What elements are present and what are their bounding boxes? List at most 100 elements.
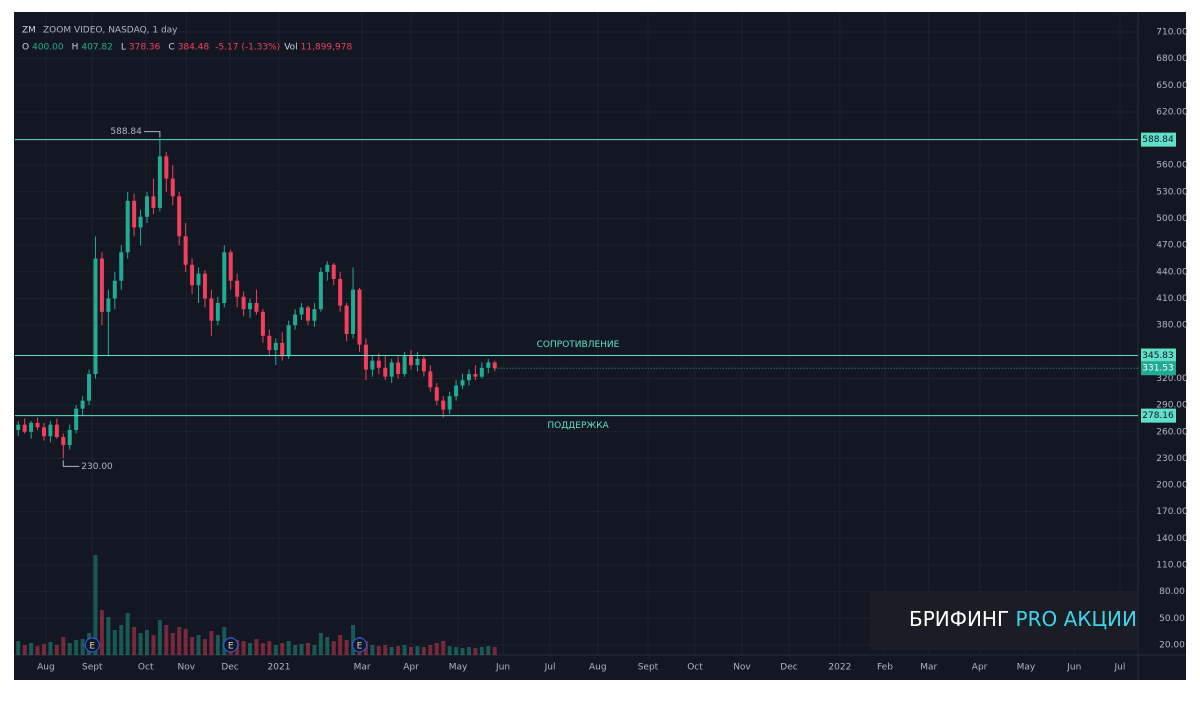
candle-body	[312, 309, 317, 321]
volume-bar	[479, 647, 484, 655]
candle-body	[99, 258, 104, 312]
x-tick-label: Oct	[687, 663, 703, 673]
volume-bar	[299, 644, 304, 655]
volume-bar	[209, 631, 214, 655]
x-tick-label: Jun	[1066, 663, 1081, 673]
candle-body	[396, 362, 401, 375]
candle-body	[145, 196, 150, 217]
y-tick-label: 620.00	[1156, 107, 1188, 117]
candle-body	[325, 264, 330, 272]
candle-body	[473, 374, 478, 377]
volume-bar	[428, 645, 433, 655]
volume-bar	[447, 646, 452, 655]
volume-bar	[325, 637, 330, 655]
candle-body	[466, 374, 471, 381]
candle-body	[132, 200, 137, 228]
candle-body	[106, 298, 111, 312]
candle-body	[331, 264, 336, 279]
candle-body	[434, 387, 439, 401]
candle-body	[183, 236, 188, 265]
earnings-label: E	[89, 642, 95, 652]
volume-bar	[132, 627, 137, 655]
x-tick-label: Mar	[920, 663, 937, 673]
volume-bar	[80, 639, 85, 655]
volume-bar	[67, 643, 72, 655]
candle-body	[112, 280, 117, 299]
volume-bar	[293, 645, 298, 655]
candle-body	[241, 296, 246, 310]
volume-bar	[157, 620, 162, 655]
volume-bar	[370, 645, 375, 655]
level-price-box	[1141, 348, 1176, 363]
x-tick-label: May	[449, 663, 468, 673]
candle-body	[22, 424, 27, 432]
candle-body	[402, 356, 407, 375]
level-price-label: 345.83	[1142, 351, 1174, 361]
x-tick-label: Apr	[972, 663, 988, 673]
volume-bar	[125, 613, 130, 655]
candle-body	[260, 311, 265, 336]
volume-bar	[248, 643, 253, 655]
y-tick-label: 470.00	[1156, 241, 1188, 251]
volume-bar	[48, 642, 53, 655]
y-tick-label: 320.00	[1156, 374, 1188, 384]
volume-bar	[396, 646, 401, 655]
volume-bar	[409, 647, 414, 655]
low-label: 230.00	[81, 462, 113, 472]
candle-body	[486, 362, 491, 368]
volume-bar	[486, 646, 491, 655]
volume-bar	[402, 645, 407, 655]
volume-bar	[344, 640, 349, 655]
x-tick-label: Dec	[221, 663, 238, 673]
volume-bar	[338, 635, 343, 655]
candle-body	[170, 178, 175, 197]
last-price-label: 331.53	[1142, 364, 1174, 374]
y-tick-label: 710.00	[1156, 27, 1188, 37]
volume-bar	[318, 633, 323, 655]
legend-change: -5.17 (-1.33%)	[215, 43, 280, 53]
earnings-label: E	[357, 642, 363, 652]
volume-bar	[119, 625, 124, 655]
y-tick-label: 500.00	[1156, 214, 1188, 224]
level-price-label: 278.16	[1142, 411, 1174, 421]
candle-body	[460, 380, 465, 386]
level-label: ПОДДЕРЖКА	[547, 421, 609, 431]
volume-bar	[460, 648, 465, 655]
candle-body	[428, 371, 433, 388]
volume-bar	[312, 645, 317, 655]
watermark-first: БРИФИНГ PRO АКЦИИ	[909, 607, 1137, 631]
x-tick-label: Nov	[177, 663, 195, 673]
candle-body	[48, 424, 53, 437]
candle-body	[67, 429, 72, 446]
volume-bar	[273, 645, 278, 655]
grid: 20.00 50.00 80.00 110.00 140.00 170.00 200.00 2…	[15, 12, 1188, 673]
candle-body	[441, 400, 446, 410]
volume-bar	[434, 643, 439, 655]
candle-body	[202, 273, 207, 299]
candle-body	[389, 362, 394, 377]
instrument-name: ZOOM VIDEO, NASDAQ, 1 day	[43, 26, 178, 36]
legend-value: 407.82	[81, 43, 113, 53]
volume-bar	[280, 643, 285, 655]
candle-body	[415, 358, 420, 366]
volume-bar	[254, 639, 259, 655]
candle-body	[280, 342, 285, 357]
candle-body	[248, 302, 253, 310]
legend-key: C	[168, 43, 174, 53]
volume-bar	[54, 645, 59, 655]
candle-body	[254, 302, 259, 312]
level-price-label: 588.84	[1142, 135, 1174, 145]
volume-bar	[151, 635, 156, 655]
volume-bar	[286, 641, 291, 655]
candle-body	[235, 280, 240, 297]
candle-body	[54, 424, 59, 438]
volume-bar	[16, 641, 21, 655]
level-label: СОПРОТИВЛЕНИЕ	[537, 340, 620, 350]
x-tick-label: Mar	[354, 663, 371, 673]
legend-value: 378.36	[129, 43, 161, 53]
watermark-box	[870, 592, 1138, 650]
legend-value: 400.00	[32, 43, 64, 53]
legend-value: 384.48	[178, 43, 210, 53]
earnings-marker	[223, 637, 239, 653]
